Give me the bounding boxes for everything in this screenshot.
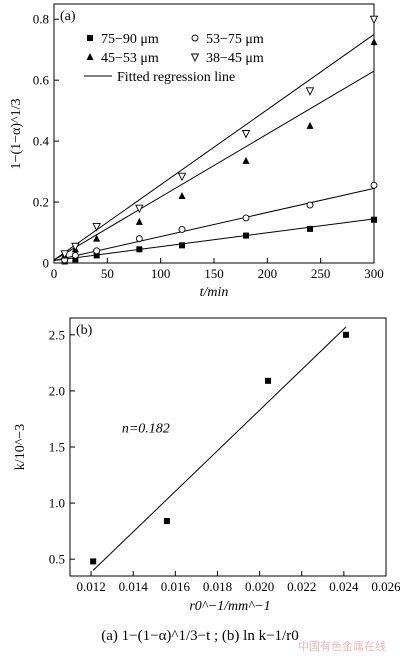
data-point [135,204,144,214]
x-tick-label: 150 [204,266,224,281]
y-axis-title: k/10^−3 [13,424,28,470]
data-point [305,87,315,96]
data-point [179,242,185,249]
data-point [72,256,79,263]
data-point [306,201,314,209]
y-tick-label: 2.5 [49,327,65,342]
series-3 [53,38,378,261]
data-point [370,38,378,46]
data-point [71,251,79,259]
data-point [93,234,101,242]
series-4 [53,15,379,261]
data-point [371,216,377,223]
data-point [369,15,379,25]
legend-marker [86,53,94,60]
chart-panel-a: 0 50 100 150 200 250 300 0 0.2 0.4 0.6 0.8 (a) t/min 1… [9,3,384,300]
x-axis-title: t/min [200,285,229,300]
data-point [92,222,101,232]
data-point [177,172,187,182]
x-tick-label: 50 [101,266,114,281]
x-tick-label: 0 [51,266,58,281]
x-tick-label: 0.016 [161,579,191,594]
x-tick-label: 0.020 [245,579,274,594]
x-tick-label: 0.018 [203,579,232,594]
data-point [307,225,313,232]
data-point [163,518,170,525]
fit-line [53,218,375,262]
data-point [342,331,349,338]
series-2 [53,181,378,264]
data-point [178,226,186,233]
watermark: 中国有色金属在线 [298,638,386,654]
data-point [265,377,272,384]
y-tick-label: 2.0 [49,383,65,398]
x-tick-label: 0.026 [371,579,400,594]
caption-text: (a) 1−(1−α)^1/3−t ; (b) ln k−1/r0 [101,628,299,644]
data-point [241,130,251,139]
annotation-n: n=0.182 [122,421,170,436]
y-tick-label: 0.8 [33,12,49,27]
fit-line [92,326,347,571]
x-tick-label: 100 [151,266,171,281]
fit-line [53,187,375,262]
data-point [93,252,100,259]
fit-line [53,34,375,261]
legend-label: 53−75 μm [206,32,264,47]
y-tick-label: 0.2 [33,195,49,210]
data-point [60,250,69,259]
data-point [370,181,378,189]
x-tick-label: 250 [311,266,331,281]
x-axis-title: r0^−1/mm^−1 [189,599,270,614]
y-axis-title: 1−(1−α)^1/3 [9,99,24,170]
x-tick-label: 0.012 [76,579,105,594]
legend-marker [87,35,93,41]
y-tick-label: 0.5 [49,552,65,567]
data-point [135,235,143,243]
data-point [93,247,101,255]
legend-label: 45−53 μm [101,51,159,66]
legend: 75−90 μm 53−75 μm 45−53 μm 38−45 μm Fitted r… [84,32,264,85]
data-point [136,246,143,253]
data-point [242,156,250,164]
y-tick-label: 0.4 [33,134,50,149]
chart-panel-b: 0.012 0.014 0.016 0.018 0.020 0.022 0.024 0.026… [13,317,400,614]
x-tick-label: 300 [364,266,384,281]
figure-caption: (a) 1−(1−α)^1/3−t ; (b) ln k−1/r0 [0,628,400,645]
legend-marker [191,34,199,42]
legend-label: 75−90 μm [101,32,159,47]
watermark-text: 中国有色金属在线 [298,640,386,653]
x-tick-label: 0.014 [119,579,149,594]
legend-marker [190,53,200,63]
y-tick-label: 0.6 [33,73,50,88]
data-point [135,217,143,225]
legend-label: Fitted regression line [117,70,235,85]
data-point [242,214,250,222]
y-tick-label: 1.0 [49,496,65,511]
data-point [306,121,314,129]
panel-label: (b) [76,323,93,338]
y-tick-label: 0 [43,256,50,271]
x-tick-label: 200 [258,266,278,281]
data-point [71,242,80,252]
y-tick-label: 1.5 [49,440,65,455]
x-tick-label: 0.024 [329,579,359,594]
fit-line [53,70,375,261]
data-point [178,191,186,199]
x-tick-label: 0.022 [287,579,316,594]
panel-label: (a) [60,9,76,24]
data-point [243,232,249,239]
legend-label: 38−45 μm [206,51,264,66]
plot-frame [69,317,387,577]
data-point [90,558,97,565]
series-1 [90,326,349,571]
